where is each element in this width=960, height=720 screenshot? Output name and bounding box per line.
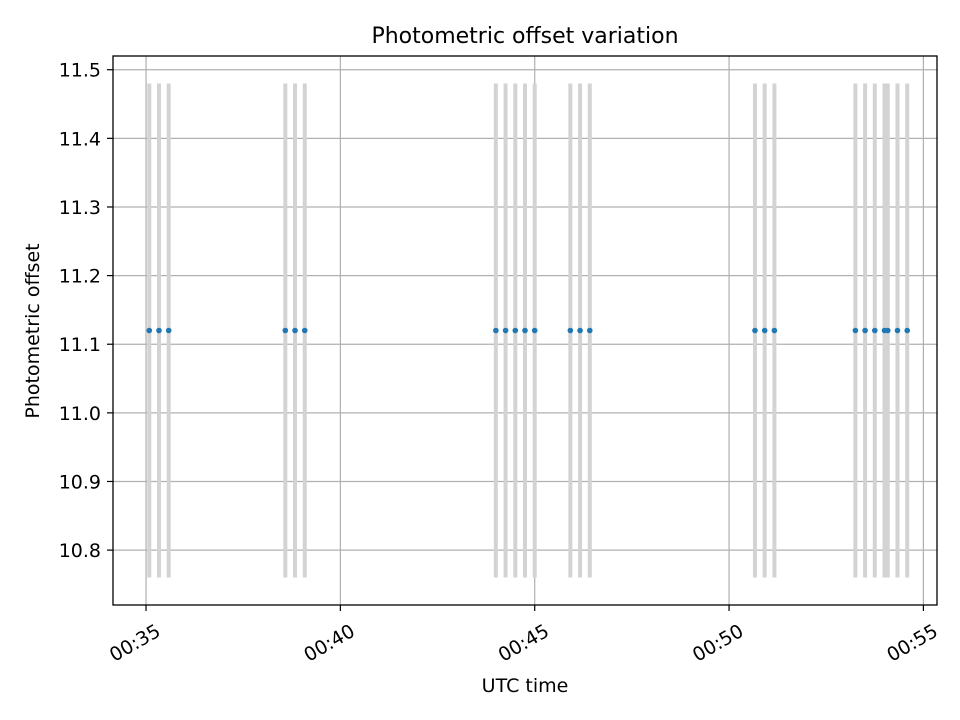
data-point [502,327,509,334]
data-point [165,327,172,334]
data-point [301,327,308,334]
x-axis-label: UTC time [482,675,569,697]
data-point [586,327,593,334]
error-bars [147,83,910,578]
y-tick-label: 11.3 [59,197,101,219]
y-tick-label: 11.5 [59,60,101,82]
x-tick-label: 00:50 [689,620,747,666]
y-tick-label: 11.0 [59,403,101,425]
data-point [292,327,298,334]
data-point [894,327,901,334]
data-point [904,327,911,334]
x-tick-label: 00:45 [495,620,553,666]
data-point [752,327,758,334]
data-point [522,327,528,334]
data-point [146,327,153,334]
data-point [862,327,868,334]
data-points [146,327,911,334]
y-tick-label: 11.1 [59,334,101,356]
y-tick-label: 10.9 [59,471,101,493]
x-tick-label: 00:55 [883,620,941,666]
data-point [872,327,878,334]
data-point [852,327,859,334]
y-tick-label: 11.4 [59,128,101,150]
data-point [771,327,778,334]
data-point [512,327,519,334]
data-point [531,327,538,334]
data-point [577,327,583,334]
y-tick-label: 11.2 [59,266,101,288]
y-axis-label: Photometric offset [22,243,44,418]
data-point [761,327,768,334]
plot-frame [112,55,938,606]
data-point [282,327,289,334]
data-point [884,327,891,334]
axis-ticks: 00:35 00:40 00:45 00:50 00:55 10.8 10.9 11.0 11.… [59,60,942,667]
x-tick-label: 00:40 [300,620,358,666]
data-point [567,327,574,334]
data-point [493,327,499,334]
x-tick-label: 00:35 [106,620,164,666]
chart-title: Photometric offset variation [371,24,678,49]
data-point [156,327,162,334]
y-tick-label: 10.8 [59,540,101,562]
